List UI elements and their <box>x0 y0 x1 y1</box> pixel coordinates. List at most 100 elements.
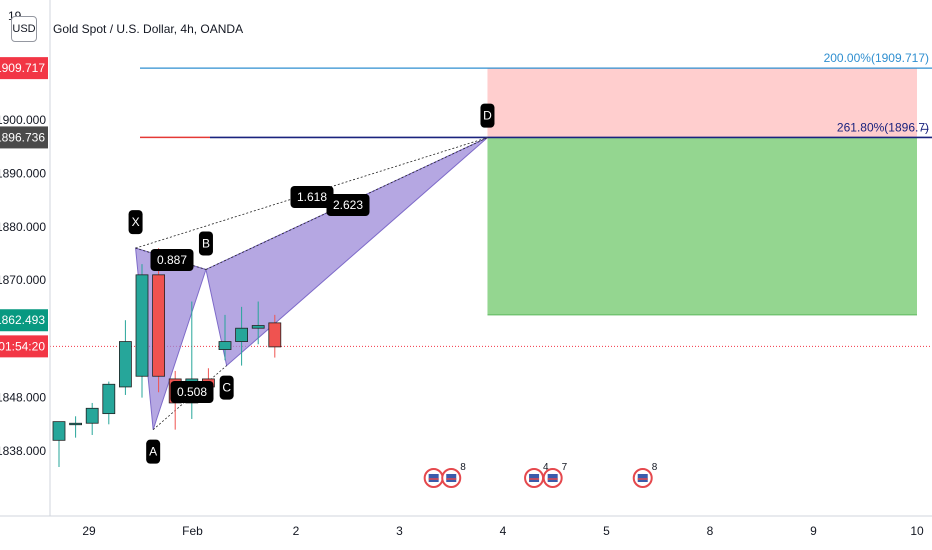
candle-body <box>235 327 249 342</box>
ratio-label: 0.508 <box>170 381 214 403</box>
candle-body <box>102 383 116 415</box>
price-badge-bg <box>0 57 48 80</box>
ratio-label-text: 1.618 <box>297 190 327 204</box>
pattern-triangle-bcd <box>205 137 488 367</box>
time-tick-label: 29 <box>82 524 96 538</box>
event-count: 7 <box>562 462 568 473</box>
ratio-label: 1.618 <box>290 186 334 208</box>
event-count: 8 <box>460 462 466 473</box>
price-tick-label: 1880.000 <box>0 220 46 234</box>
candle-body <box>69 422 82 426</box>
price-tick-label: 1900.000 <box>0 113 46 127</box>
point-label-box <box>198 231 213 256</box>
flag-canton <box>529 474 540 482</box>
price-tick-label: 1870.000 <box>0 273 46 287</box>
candle-body <box>268 322 282 348</box>
time-tick-label: 5 <box>603 524 610 538</box>
candle-body <box>119 341 132 388</box>
time-tick-label: Feb <box>182 524 203 538</box>
event-markers: 8 4 7 8 <box>423 462 658 488</box>
price-badge: 1862.493 <box>0 309 48 332</box>
candle <box>52 421 66 468</box>
profit-target-zone <box>487 68 917 138</box>
candle <box>69 416 82 438</box>
price-badge-bg <box>0 309 48 332</box>
ratio-label-box <box>326 194 370 216</box>
stop-zone <box>487 137 917 315</box>
point-label-text: X <box>132 215 140 229</box>
point-label-text: A <box>149 445 157 459</box>
position-zones <box>487 68 917 316</box>
time-tick-label: 2 <box>293 524 300 538</box>
candle <box>251 301 265 345</box>
event-count: 4 <box>543 462 549 473</box>
point-label-text: D <box>483 109 492 123</box>
time-tick-label: 9 <box>810 524 817 538</box>
ratio-label-box <box>170 381 214 403</box>
point-label-text: C <box>222 381 231 395</box>
ratio-label-box <box>290 186 334 208</box>
event-count: 8 <box>652 462 658 473</box>
flag-canton <box>637 474 648 482</box>
flag-canton <box>446 474 457 482</box>
chart-title: Gold Spot / U.S. Dollar, 4h, OANDA <box>53 22 244 36</box>
point-label-text: B <box>202 236 210 250</box>
ratio-label: 2.623 <box>326 194 370 216</box>
candle-body <box>218 341 232 350</box>
ratio-label-box <box>150 249 194 271</box>
point-label-box <box>146 439 161 464</box>
ratio-label-text: 0.508 <box>177 385 207 399</box>
price-badge-text: 1862.493 <box>0 313 45 327</box>
pattern-point-a: A <box>146 439 161 464</box>
price-badge-bg <box>0 335 48 358</box>
candle <box>235 306 249 366</box>
pattern-point-d: D <box>480 103 495 128</box>
candle-body <box>152 274 166 377</box>
price-badge-text: 1896.736 <box>0 130 45 144</box>
calendar-event-icon[interactable]: 8 <box>441 462 466 488</box>
price-tick-label: 1838.000 <box>0 444 46 458</box>
horizontal-lines: 200.00%(1909.717) 261.80%(1896.7̶̶) <box>50 51 932 347</box>
calendar-event-icon[interactable]: 8 <box>632 462 658 488</box>
price-badge: 1896.736 <box>0 126 48 149</box>
axes: 1838.000 1848.000 1870.000 1880.000 1890.000… <box>0 0 932 538</box>
price-tick-label: 1890.000 <box>0 166 46 180</box>
price-tick-label: 1848.000 <box>0 391 46 405</box>
pattern-point-b: B <box>198 231 213 256</box>
price-badge: 01:54:20 <box>0 335 48 358</box>
candle-body <box>251 325 265 329</box>
currency-button[interactable]: USD <box>11 16 37 42</box>
pattern-point-c: C <box>219 375 234 400</box>
time-tick-label: 8 <box>707 524 714 538</box>
candle <box>218 314 232 361</box>
time-tick-label: 3 <box>396 524 403 538</box>
candle <box>119 320 132 395</box>
pattern-point-x: X <box>128 210 143 235</box>
fib-label: 200.00%(1909.717) <box>824 51 929 65</box>
pattern-labels: X A B C D 0.887 0.508 1.618 2.623 <box>128 103 495 464</box>
time-tick-label: 10 <box>910 524 924 538</box>
time-tick-label: 4 <box>500 524 507 538</box>
candle <box>102 381 116 425</box>
calendar-event-icon[interactable]: 7 <box>542 462 568 488</box>
price-badge: 1909.717 <box>0 57 48 80</box>
price-badge-text: 01:54:20 <box>0 339 45 353</box>
flag-canton <box>428 474 439 482</box>
ratio-label-text: 2.623 <box>333 198 363 212</box>
candle <box>135 264 149 398</box>
candle <box>152 248 166 393</box>
ratio-label: 0.887 <box>150 249 194 271</box>
candle-body <box>135 274 149 377</box>
calendar-event-icon[interactable] <box>423 468 444 488</box>
candle <box>268 314 282 358</box>
point-label-box <box>219 375 234 400</box>
candle-body <box>52 421 66 441</box>
price-badge-bg <box>0 126 48 149</box>
candle-body <box>85 407 99 424</box>
point-label-box <box>128 210 143 235</box>
flag-canton <box>547 474 558 482</box>
ratio-label-text: 0.887 <box>157 253 187 267</box>
price-badge-text: 1909.717 <box>0 61 45 75</box>
candle <box>85 402 99 435</box>
